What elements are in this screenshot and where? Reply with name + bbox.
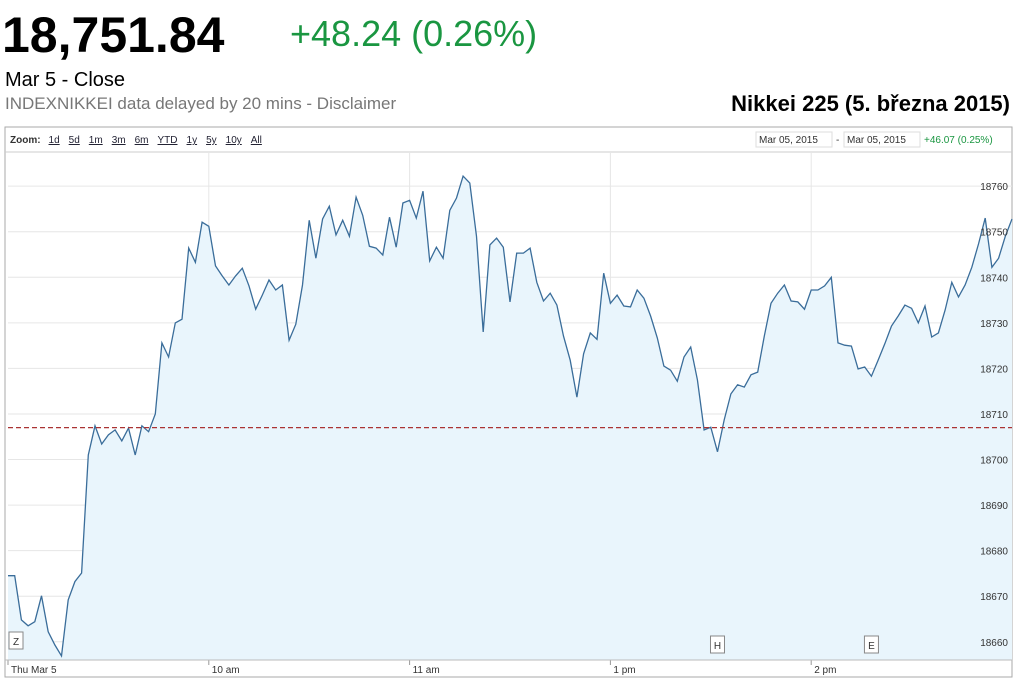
event-flag-label[interactable]: H	[714, 641, 721, 652]
y-tick-label: 18750	[980, 228, 1008, 239]
source: INDEXNIKKEI data delayed by 20 mins - Di…	[5, 94, 396, 113]
status: Mar 5 - Close	[5, 69, 125, 91]
y-tick-label: 18660	[980, 638, 1008, 649]
y-tick-label: 18710	[980, 410, 1008, 421]
plot: Thu Mar 5 10 am 11 am 1 pm 2 pm 18660 18670 186…	[5, 152, 1013, 676]
zoom-option[interactable]: 6m	[135, 135, 149, 146]
y-tick-label: 18760	[980, 182, 1008, 193]
caption: Nikkei 225 (5. března 2015)	[731, 91, 1010, 116]
zoom-reset[interactable]: Z	[13, 637, 19, 648]
price-change: +48.24 (0.26%)	[290, 13, 537, 54]
zoom-option[interactable]: 10y	[226, 135, 242, 146]
range-separator: -	[836, 135, 839, 146]
event-flag[interactable]	[863, 635, 879, 654]
zoom-option[interactable]: All	[251, 135, 262, 146]
zoom-option[interactable]: 1m	[89, 135, 103, 146]
zoom-label: Zoom:	[10, 135, 41, 146]
zoom-reset-box[interactable]	[8, 631, 24, 650]
zoom-option[interactable]: YTD	[158, 135, 178, 146]
zoom-option[interactable]: 1y	[187, 135, 198, 146]
range-change: +46.07 (0.25%)	[924, 135, 993, 146]
event-flag[interactable]	[709, 635, 725, 654]
event-flag-label[interactable]: E	[868, 641, 875, 652]
x-tick-label: 11 am	[413, 665, 440, 676]
y-tick-label: 18690	[980, 501, 1008, 512]
x-tick-label: 10 am	[212, 665, 240, 676]
price: 18,751.84	[2, 7, 225, 63]
x-tick-label: 2 pm	[814, 665, 836, 676]
zoom-option[interactable]: 3m	[112, 135, 126, 146]
range-from-box[interactable]	[755, 131, 833, 148]
zoom-options: 1d 5d 1m 3m 6m YTD 1y 5y 10y All	[49, 135, 262, 146]
area	[8, 176, 1012, 660]
x-tick-label: 1 pm	[613, 665, 635, 676]
zoom-option[interactable]: 1d	[49, 135, 60, 146]
x-tick-label: Thu Mar 5	[11, 665, 57, 676]
y-tick-label: 18720	[980, 364, 1008, 375]
y-tick-label: 18730	[980, 319, 1008, 330]
y-tick-label: 18670	[980, 592, 1008, 603]
range-to-box[interactable]	[843, 131, 921, 148]
y-tick-label: 18740	[980, 273, 1008, 284]
range-from[interactable]: Mar 05, 2015	[759, 135, 818, 146]
y-tick-label: 18700	[980, 456, 1008, 467]
zoom-option[interactable]: 5d	[69, 135, 80, 146]
zoom-option[interactable]: 5y	[206, 135, 217, 146]
y-tick-label: 18680	[980, 547, 1008, 558]
price-line	[8, 174, 1013, 658]
range-to[interactable]: Mar 05, 2015	[847, 135, 906, 146]
